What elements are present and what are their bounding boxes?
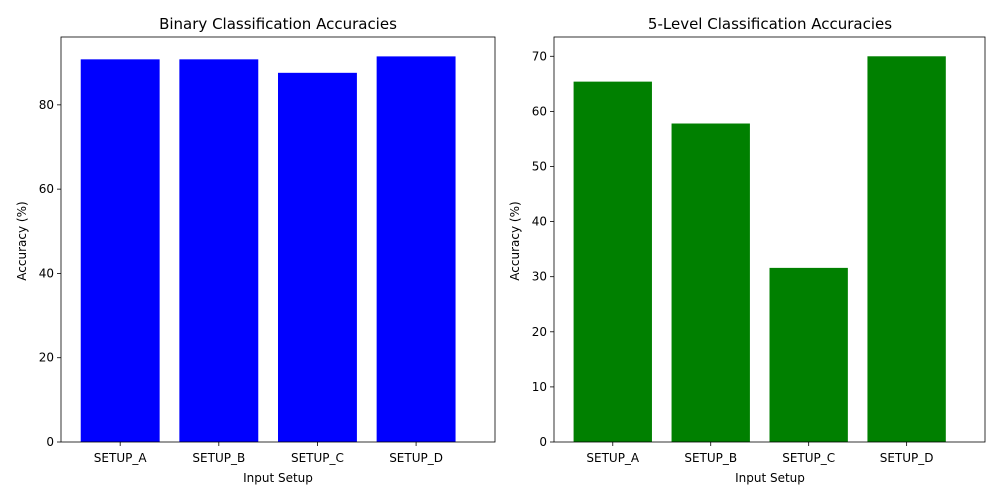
y-tick-label: 70 [532,49,547,63]
y-tick-label: 40 [532,215,547,229]
y-tick-label: 50 [532,159,547,173]
bar-setup-d [376,56,456,442]
x-tick-label: SETUP_C [782,451,835,465]
y-tick-label: 30 [532,270,547,284]
x-tick-label: SETUP_B [192,451,245,465]
bar-setup-b [671,123,750,442]
x-tick-label: SETUP_B [684,451,737,465]
y-tick-label: 0 [539,435,547,449]
chart-title: 5-Level Classification Accuracies [648,15,892,33]
chart-title: Binary Classification Accuracies [159,15,397,33]
x-axis-label: Input Setup [243,471,313,485]
y-tick-label: 80 [39,98,54,112]
y-axis-label: Accuracy (%) [508,201,522,280]
bar-setup-c [769,267,848,442]
y-tick-label: 40 [39,266,54,280]
bar-setup-d [867,56,946,442]
bar-setup-a [573,81,652,442]
y-tick-label: 60 [532,104,547,118]
y-tick-label: 0 [46,435,54,449]
y-tick-label: 20 [39,351,54,365]
x-tick-label: SETUP_C [291,451,344,465]
five-level-accuracy-chart: 5-Level Classification Accuracies Input … [508,15,986,485]
bar-setup-a [80,59,160,443]
axes-frame [60,36,496,443]
bar-setup-b [179,59,259,443]
x-tick-label: SETUP_A [586,451,640,465]
axes-frame [553,36,986,443]
x-tick-label: SETUP_D [389,451,443,465]
binary-accuracy-chart: Binary Classification Accuracies Input S… [15,15,496,485]
y-tick-label: 60 [39,182,54,196]
y-tick-label: 20 [532,325,547,339]
x-tick-label: SETUP_D [880,451,934,465]
y-tick-label: 10 [532,380,547,394]
y-axis-label: Accuracy (%) [15,201,29,280]
bar-setup-c [278,72,357,442]
x-axis-label: Input Setup [735,471,805,485]
x-tick-label: SETUP_A [94,451,148,465]
